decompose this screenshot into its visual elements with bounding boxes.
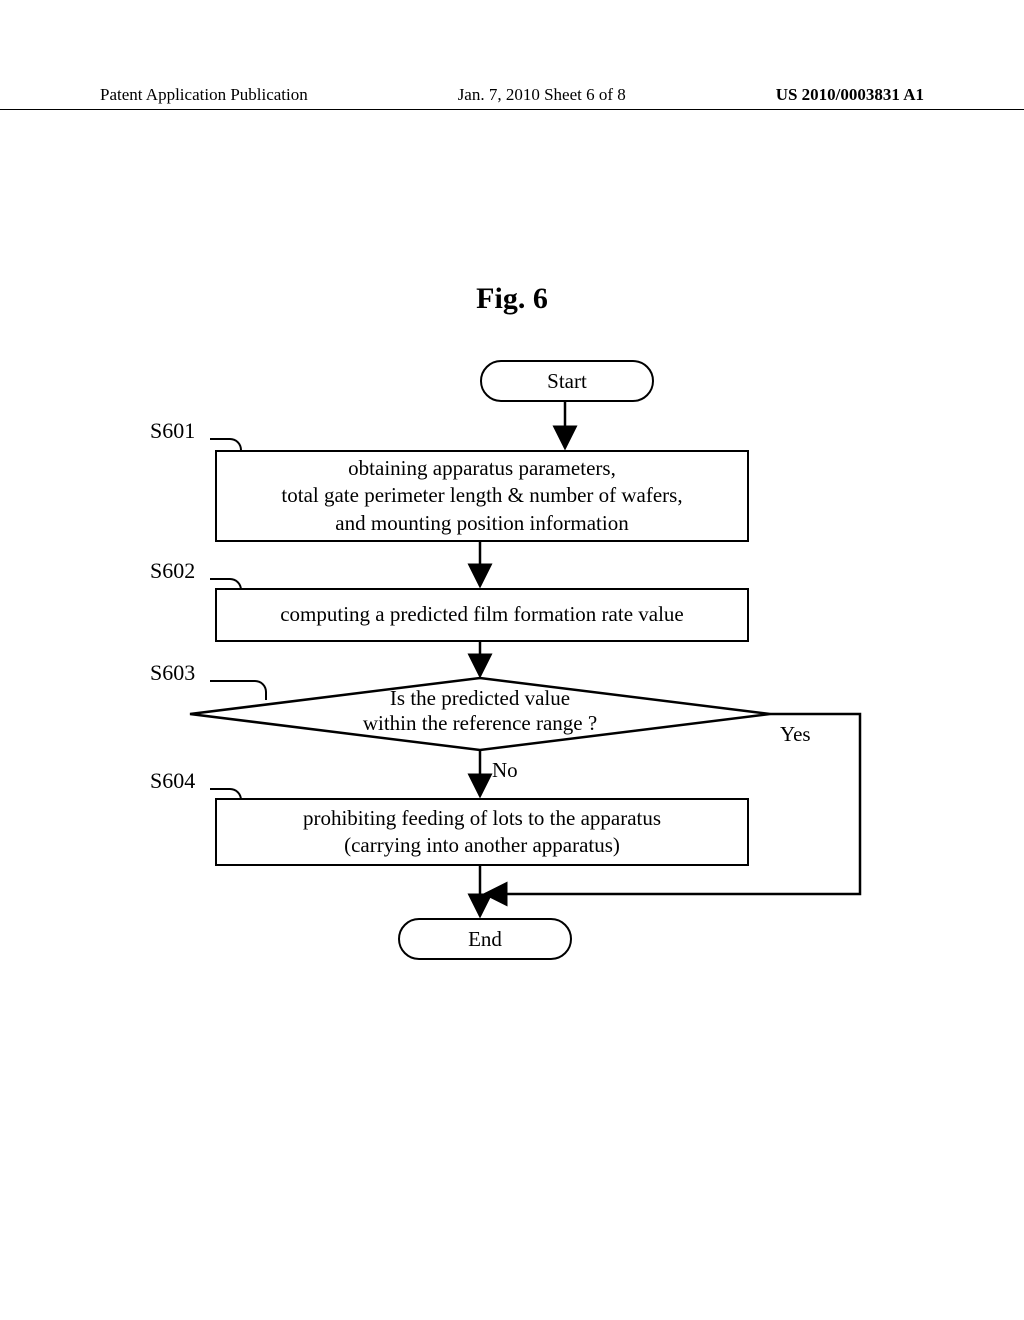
figure-title: Fig. 6 (0, 282, 1024, 316)
node-s604: prohibiting feeding of lots to the appar… (215, 798, 749, 866)
s604-text: prohibiting feeding of lots to the appar… (303, 805, 661, 860)
end-label: End (468, 927, 502, 952)
node-end: End (398, 918, 572, 960)
branch-label-yes: Yes (780, 722, 811, 747)
header-right: US 2010/0003831 A1 (776, 85, 924, 105)
page-header: Patent Application Publication Jan. 7, 2… (0, 85, 1024, 110)
s603-text: Is the predicted value within the refere… (310, 686, 650, 736)
branch-label-no: No (492, 758, 518, 783)
step-label-s604: S604 (150, 768, 195, 794)
header-mid: Jan. 7, 2010 Sheet 6 of 8 (458, 85, 626, 105)
flowchart-canvas: Start S601 obtaining apparatus parameter… (140, 360, 900, 1080)
header-left: Patent Application Publication (100, 85, 308, 105)
